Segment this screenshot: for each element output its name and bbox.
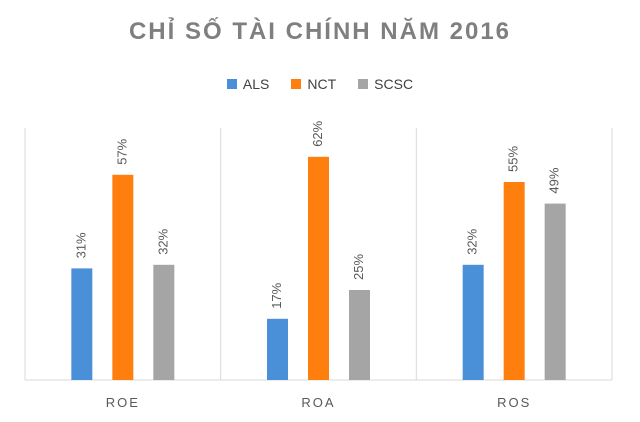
legend-item-als: ALS <box>226 76 270 92</box>
x-tick-label-roe: ROE <box>106 395 140 410</box>
data-label-scsc-roa: 25% <box>351 254 366 280</box>
data-label-als-roe: 31% <box>73 232 88 258</box>
legend-label-nct: NCT <box>307 76 337 92</box>
bar-scsc-roa <box>349 290 370 380</box>
data-label-als-roa: 17% <box>269 282 284 308</box>
legend-swatch-nct <box>291 79 302 89</box>
bar-nct-ros <box>503 182 525 380</box>
bar-nct-roe <box>112 174 134 380</box>
bar-scsc-ros <box>544 203 566 380</box>
bar-scsc-roe <box>153 264 175 380</box>
data-label-nct-ros: 55% <box>506 146 521 172</box>
legend: ALS NCT SCSC <box>0 76 640 92</box>
legend-label-scsc: SCSC <box>374 76 414 92</box>
bar-als-roa <box>267 318 288 380</box>
data-label-nct-roa: 62% <box>310 120 325 146</box>
bar-als-ros <box>462 264 484 380</box>
data-label-scsc-roe: 32% <box>155 228 170 254</box>
data-label-scsc-ros: 49% <box>547 167 562 193</box>
x-tick-label-ros: ROS <box>497 395 531 410</box>
bar-nct-roa <box>308 156 329 380</box>
legend-swatch-als <box>226 79 237 89</box>
legend-item-nct: NCT <box>291 76 336 92</box>
bar-als-roe <box>71 268 93 380</box>
x-tick-label-roa: ROA <box>301 395 335 410</box>
data-label-nct-roe: 57% <box>114 138 129 164</box>
chart-title: CHỈ SỐ TÀI CHÍNH NĂM 2016 <box>128 18 512 45</box>
legend-item-scsc: SCSC <box>358 76 413 92</box>
data-label-als-ros: 32% <box>465 228 480 254</box>
legend-swatch-scsc <box>358 79 369 89</box>
legend-label-als: ALS <box>242 76 270 92</box>
